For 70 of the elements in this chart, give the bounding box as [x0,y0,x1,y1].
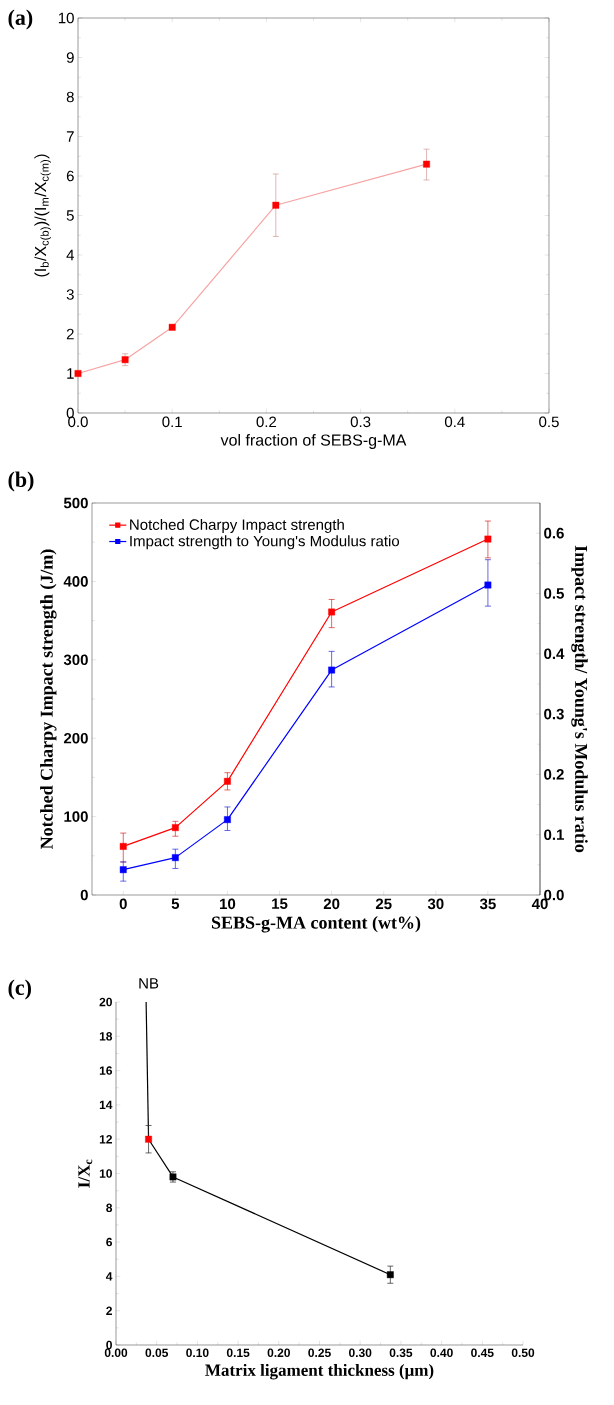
x-tick-label: 0.15 [226,1348,250,1358]
x-axis-title: vol fraction of SEBS-g-MA [220,434,407,449]
x-tick-label: 0.3 [350,416,371,428]
y-tick-label: 100 [64,811,88,822]
y-tick-label: 0 [80,889,88,901]
x-axis-title: SEBS-g-MA content (wt%) [211,916,421,933]
x-tick-label: 0.00 [104,1348,128,1358]
x-tick-label: 5 [171,898,180,909]
y-tick-label: 14 [99,1100,113,1110]
x-tick-label: 0.10 [186,1348,209,1358]
x-tick-label: 0.1 [162,416,182,428]
x-axis-title: Matrix ligament thickness (μm) [205,1363,434,1380]
text: (I$_{b}$/X$_{c(b)}$)/(I$_{m}$/X$_{c(m)}$) [34,154,51,277]
y-tick-label: 0 [106,1340,112,1350]
x-tick-label: 0.30 [348,1348,372,1358]
y-tick-label: 200 [63,732,88,744]
y-tick-label: 20 [99,997,112,1007]
y-tick-label: 5 [66,210,74,221]
x-tick-label: 30 [427,898,444,910]
x-tick-label: 0.2 [256,416,277,428]
y-tick-label: 8 [66,91,74,103]
x-tick-label: 0.45 [471,1348,494,1358]
legend-label: Notched Charpy Impact strength [130,518,344,533]
y-tick-label: 3 [66,289,74,300]
x-tick-label: 25 [375,898,392,910]
x-tick-label: 0.25 [308,1348,331,1358]
y-tick-label: 6 [66,170,74,182]
y-tick-label: 8 [106,1203,113,1213]
y-tick-label: 9 [66,52,74,63]
y-tick-label: 7 [66,131,74,142]
chart-title: (c) [8,979,31,1000]
legend-label: Impact strength to Young's Modulus ratio [130,535,400,550]
y2-tick-label: 0.5 [544,588,564,599]
y-tick-label: 12 [99,1135,112,1144]
x-tick-label: 10 [220,898,236,910]
x-tick-label: 0.35 [389,1348,413,1358]
chart-title: (a) [8,9,33,30]
y-tick-label: 18 [99,1032,113,1041]
x-tick-label: 0.50 [511,1348,535,1358]
x-tick-label: 35 [479,898,496,910]
y-tick-label: 2 [106,1306,112,1315]
y-tick-label: 500 [63,497,88,509]
x-tick-label: 20 [323,898,340,910]
y-tick-label: 1 [67,368,74,379]
y2-tick-label: 0.6 [544,527,564,539]
y2-tick-label: 0.3 [544,708,564,720]
y-axis-title: Notched Charpy Impact strength (J/m) [40,549,57,849]
y2-axis-title: Impact strength/ Young's Modulus ratio [571,545,588,853]
y-tick-label: 10 [99,1169,112,1178]
x-tick-label: 15 [272,898,288,909]
y-tick-label: 400 [63,576,88,587]
y-tick-label: 10 [58,12,74,24]
x-tick-label: 0.40 [430,1348,453,1358]
y-axis-title: I/X$_{c}$ [78,1159,93,1188]
y-tick-label: 2 [66,328,74,340]
y-tick-label: 4 [66,249,75,261]
x-tick-label: 0.20 [267,1348,290,1358]
x-tick-label: 0 [119,898,127,910]
y-tick-label: 300 [63,654,88,666]
chart-title: (b) [8,471,34,492]
x-tick-label: 0.5 [539,416,559,428]
x-tick-label: 0.4 [444,416,465,428]
y-tick-label: 16 [99,1066,113,1075]
y2-tick-label: 0.4 [544,648,565,660]
y-tick-label: 4 [105,1272,113,1281]
y2-tick-label: 0.2 [544,769,564,780]
x-tick-label: 0.05 [145,1348,169,1358]
text: NB [139,978,159,989]
y2-tick-label: 0.1 [544,829,564,841]
y-tick-label: 6 [106,1237,113,1247]
